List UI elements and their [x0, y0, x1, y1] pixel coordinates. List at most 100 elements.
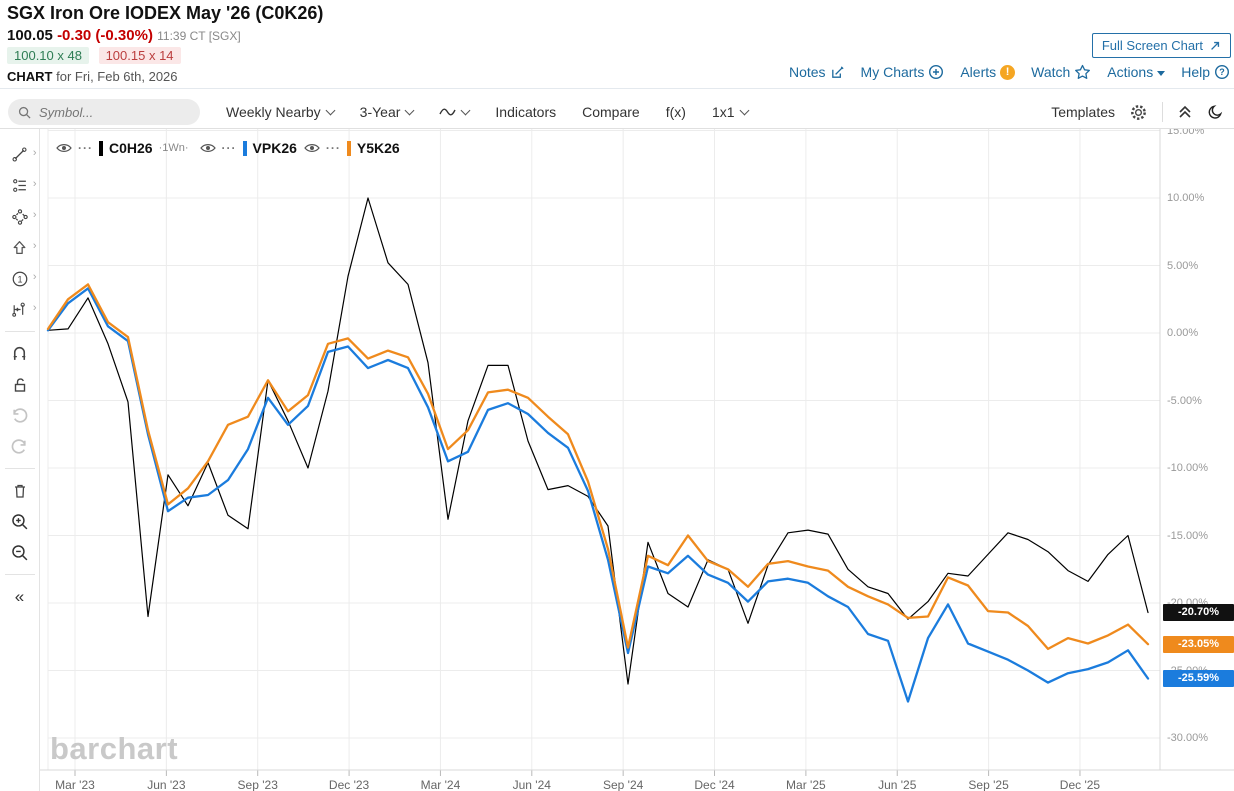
- delete-tool[interactable]: [2, 475, 38, 506]
- toolbar-separator: [1162, 102, 1163, 122]
- y-axis-tick-label: 0.00%: [1167, 327, 1199, 339]
- settings-gear-icon[interactable]: [1129, 103, 1148, 122]
- shapes-tool[interactable]: ›: [2, 201, 38, 232]
- tool-expand-chevron[interactable]: ›: [32, 302, 37, 314]
- rail-divider: [4, 468, 35, 469]
- series-line-C0H26[interactable]: [47, 197, 1149, 685]
- indicators-button[interactable]: Indicators: [495, 104, 556, 120]
- templates-button[interactable]: Templates: [1051, 104, 1115, 120]
- series-symbol: VPK26: [252, 140, 297, 156]
- svg-text:?: ?: [1219, 67, 1225, 77]
- x-axis-tick-label: Dec '23: [328, 778, 370, 791]
- dark-mode-moon-icon[interactable]: [1207, 104, 1224, 121]
- event-line-tool[interactable]: ›: [2, 294, 38, 325]
- bid-ask-line: 100.10 x 48 100.15 x 14: [7, 47, 181, 64]
- y-axis-tick-label: -10.00%: [1167, 462, 1208, 474]
- frequency-dropdown[interactable]: Weekly Nearby: [226, 104, 336, 120]
- line-type-icon: [439, 108, 457, 116]
- price-change: -0.30 (-0.30%): [57, 27, 153, 44]
- undo-button[interactable]: [2, 400, 38, 431]
- number-marker-tool[interactable]: 1 ›: [2, 263, 38, 294]
- price-plot[interactable]: [0, 129, 1234, 791]
- layout-dropdown[interactable]: 1x1: [711, 104, 749, 120]
- series-options-dots[interactable]: ···: [221, 141, 237, 155]
- fx-label: f(x): [665, 104, 686, 120]
- series-line-VPK26[interactable]: [46, 287, 1150, 703]
- collapse-rail-button[interactable]: «: [2, 581, 38, 612]
- series-options-dots[interactable]: ···: [78, 141, 93, 155]
- tool-expand-chevron[interactable]: ›: [32, 147, 37, 159]
- my-charts-link[interactable]: My Charts: [861, 64, 945, 80]
- x-axis-tick-label: Mar '24: [420, 778, 461, 791]
- legend-item-Y5K26[interactable]: ··· Y5K26: [304, 140, 400, 156]
- tool-expand-chevron[interactable]: ›: [32, 178, 37, 190]
- tool-expand-chevron[interactable]: ›: [32, 271, 37, 283]
- y-axis-tick-label: 5.00%: [1167, 259, 1199, 272]
- notes-pencil-icon: [831, 65, 844, 78]
- full-screen-label: Full Screen Chart: [1101, 38, 1203, 53]
- frequency-label: Weekly Nearby: [226, 104, 321, 120]
- last-price: 100.05: [7, 27, 53, 44]
- notes-link[interactable]: Notes: [789, 64, 845, 80]
- legend-item-C0H26[interactable]: ··· C0H26 ·1Wn·: [56, 140, 193, 156]
- compare-button[interactable]: Compare: [582, 104, 640, 120]
- double-chevron-left-icon: «: [14, 586, 25, 606]
- alert-exclamation-icon: !: [1000, 64, 1016, 80]
- layout-label: 1x1: [711, 104, 735, 120]
- x-axis-tick-label: Sep '25: [968, 778, 1009, 791]
- ask-value: 100.15 x 14: [98, 47, 181, 64]
- notes-label: Notes: [788, 64, 826, 80]
- chevron-down-icon: [739, 105, 749, 115]
- actions-menu[interactable]: Actions: [1107, 64, 1166, 80]
- chart-type-dropdown[interactable]: [439, 105, 471, 118]
- last-value-tag: -25.59%: [1163, 669, 1234, 687]
- alerts-link[interactable]: Alerts !: [960, 64, 1016, 80]
- star-icon: [1075, 64, 1091, 79]
- y-axis-tick-label: 10.00%: [1167, 192, 1205, 204]
- tool-expand-chevron[interactable]: ›: [32, 209, 37, 221]
- question-circle-icon: ?: [1214, 64, 1230, 80]
- zoom-in-tool[interactable]: [2, 506, 38, 537]
- help-label: Help: [1181, 64, 1210, 80]
- eye-toggle-icon[interactable]: [199, 142, 216, 154]
- range-dropdown[interactable]: 3-Year: [360, 104, 415, 120]
- chevron-down-icon: [404, 105, 415, 115]
- watch-link[interactable]: Watch: [1031, 64, 1091, 80]
- chevron-down-icon: [325, 105, 336, 115]
- x-axis-tick-label: Mar '25: [786, 778, 826, 791]
- chart-date-line: CHART for Fri, Feb 6th, 2026: [7, 69, 178, 84]
- x-axis-tick-label: Mar '23: [55, 778, 95, 791]
- series-symbol: Y5K26: [356, 140, 400, 156]
- plus-circle-icon: [929, 64, 944, 80]
- quote-line: 100.05 -0.30 (-0.30%) 11:39 CT [SGX]: [7, 27, 241, 44]
- y-axis-tick-label: -5.00%: [1167, 394, 1202, 407]
- redo-button[interactable]: [2, 431, 38, 462]
- symbol-search-input[interactable]: [37, 103, 177, 121]
- tool-expand-chevron[interactable]: ›: [32, 240, 37, 252]
- alerts-label: Alerts: [960, 64, 997, 80]
- full-screen-chart-button[interactable]: Full Screen Chart: [1091, 33, 1231, 58]
- series-color-bar: [346, 140, 351, 156]
- fx-button[interactable]: f(x): [666, 104, 686, 120]
- my-charts-label: My Charts: [860, 64, 925, 80]
- symbol-search[interactable]: [8, 99, 200, 125]
- help-link[interactable]: Help ?: [1181, 64, 1230, 80]
- eye-toggle-icon[interactable]: [304, 142, 320, 154]
- zoom-out-tool[interactable]: [2, 537, 38, 568]
- magnet-tool[interactable]: [2, 338, 38, 369]
- chart-area[interactable]: 15.00% 10.00% 5.00% 0.00% -5.00% -10.00% -15.0…: [0, 129, 1234, 791]
- annotation-list-tool[interactable]: ›: [2, 170, 38, 201]
- actions-label: Actions: [1107, 64, 1154, 80]
- compare-label: Compare: [582, 104, 640, 120]
- series-options-dots[interactable]: ···: [325, 141, 341, 155]
- arrow-marker-tool[interactable]: ›: [2, 232, 38, 263]
- eye-toggle-icon[interactable]: [56, 142, 72, 154]
- series-line-Y5K26[interactable]: [46, 283, 1150, 651]
- collapse-panel-icon[interactable]: [1177, 104, 1193, 120]
- unlock-tool[interactable]: [2, 369, 38, 400]
- trend-line-tool[interactable]: ›: [2, 139, 38, 170]
- legend-item-VPK26[interactable]: ··· VPK26: [199, 140, 297, 156]
- chart-toolbar: Weekly Nearby 3-Year Indicators Compare …: [0, 96, 1234, 129]
- x-axis-tick-label: Jun '23: [147, 778, 186, 791]
